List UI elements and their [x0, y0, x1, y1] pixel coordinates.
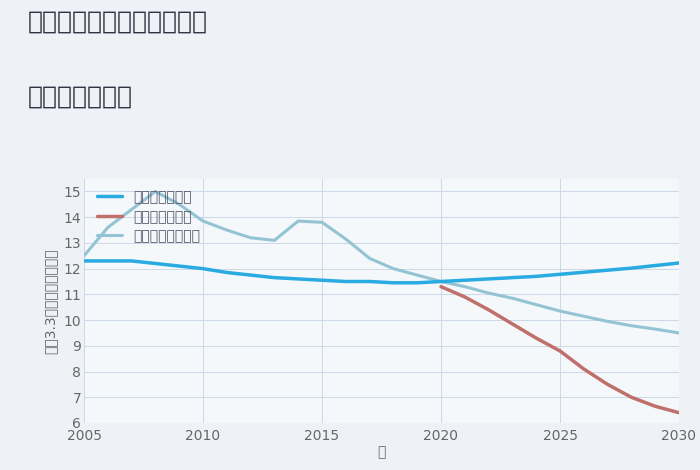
バッドシナリオ: [532, 335, 540, 341]
グッドシナリオ: [532, 274, 540, 279]
グッドシナリオ: [484, 276, 493, 282]
グッドシナリオ: [603, 267, 612, 273]
ノーマルシナリオ: [342, 236, 350, 242]
ノーマルシナリオ: [461, 284, 469, 290]
ノーマルシナリオ: [627, 323, 636, 329]
ノーマルシナリオ: [223, 227, 231, 233]
ノーマルシナリオ: [389, 266, 398, 272]
X-axis label: 年: 年: [377, 446, 386, 459]
グッドシナリオ: [413, 280, 421, 286]
グッドシナリオ: [80, 258, 88, 264]
グッドシナリオ: [104, 258, 112, 264]
グッドシナリオ: [627, 265, 636, 271]
ノーマルシナリオ: [603, 319, 612, 324]
Text: 三重県鈴鹿市下大久保町の: 三重県鈴鹿市下大久保町の: [28, 9, 208, 33]
グッドシナリオ: [199, 266, 207, 272]
ノーマルシナリオ: [675, 330, 683, 336]
グッドシナリオ: [389, 280, 398, 286]
バッドシナリオ: [556, 348, 564, 354]
ノーマルシナリオ: [80, 253, 88, 258]
Line: バッドシナリオ: バッドシナリオ: [441, 287, 679, 413]
グッドシナリオ: [151, 261, 160, 266]
バッドシナリオ: [580, 366, 588, 372]
バッドシナリオ: [461, 294, 469, 300]
グッドシナリオ: [294, 276, 302, 282]
グッドシナリオ: [365, 279, 374, 284]
グッドシナリオ: [175, 263, 183, 269]
グッドシナリオ: [270, 275, 279, 281]
グッドシナリオ: [508, 275, 517, 281]
ノーマルシナリオ: [437, 279, 445, 284]
ノーマルシナリオ: [294, 218, 302, 224]
ノーマルシナリオ: [532, 302, 540, 307]
Y-axis label: 坪（3.3㎡）単価（万円）: 坪（3.3㎡）単価（万円）: [44, 248, 58, 353]
グッドシナリオ: [651, 263, 659, 268]
バッドシナリオ: [627, 394, 636, 400]
ノーマルシナリオ: [270, 237, 279, 243]
グッドシナリオ: [318, 277, 326, 283]
バッドシナリオ: [437, 284, 445, 290]
ノーマルシナリオ: [580, 313, 588, 319]
Text: 土地の価格推移: 土地の価格推移: [28, 85, 133, 109]
Line: ノーマルシナリオ: ノーマルシナリオ: [84, 191, 679, 333]
ノーマルシナリオ: [508, 296, 517, 301]
グッドシナリオ: [437, 279, 445, 284]
バッドシナリオ: [675, 410, 683, 415]
バッドシナリオ: [508, 321, 517, 327]
バッドシナリオ: [603, 382, 612, 387]
ノーマルシナリオ: [104, 225, 112, 230]
グッドシナリオ: [223, 270, 231, 275]
グッドシナリオ: [580, 269, 588, 275]
バッドシナリオ: [484, 307, 493, 313]
ノーマルシナリオ: [175, 202, 183, 207]
ノーマルシナリオ: [318, 219, 326, 225]
ノーマルシナリオ: [246, 235, 255, 241]
ノーマルシナリオ: [365, 256, 374, 261]
ノーマルシナリオ: [484, 290, 493, 296]
ノーマルシナリオ: [127, 207, 136, 212]
Line: グッドシナリオ: グッドシナリオ: [84, 261, 679, 283]
ノーマルシナリオ: [413, 272, 421, 278]
グッドシナリオ: [246, 272, 255, 278]
グッドシナリオ: [675, 260, 683, 266]
グッドシナリオ: [127, 258, 136, 264]
ノーマルシナリオ: [151, 188, 160, 194]
Legend: グッドシナリオ, バッドシナリオ, ノーマルシナリオ: グッドシナリオ, バッドシナリオ, ノーマルシナリオ: [97, 190, 200, 243]
ノーマルシナリオ: [199, 218, 207, 224]
バッドシナリオ: [651, 403, 659, 409]
ノーマルシナリオ: [556, 308, 564, 314]
グッドシナリオ: [342, 279, 350, 284]
グッドシナリオ: [556, 272, 564, 277]
ノーマルシナリオ: [651, 326, 659, 332]
グッドシナリオ: [461, 277, 469, 283]
